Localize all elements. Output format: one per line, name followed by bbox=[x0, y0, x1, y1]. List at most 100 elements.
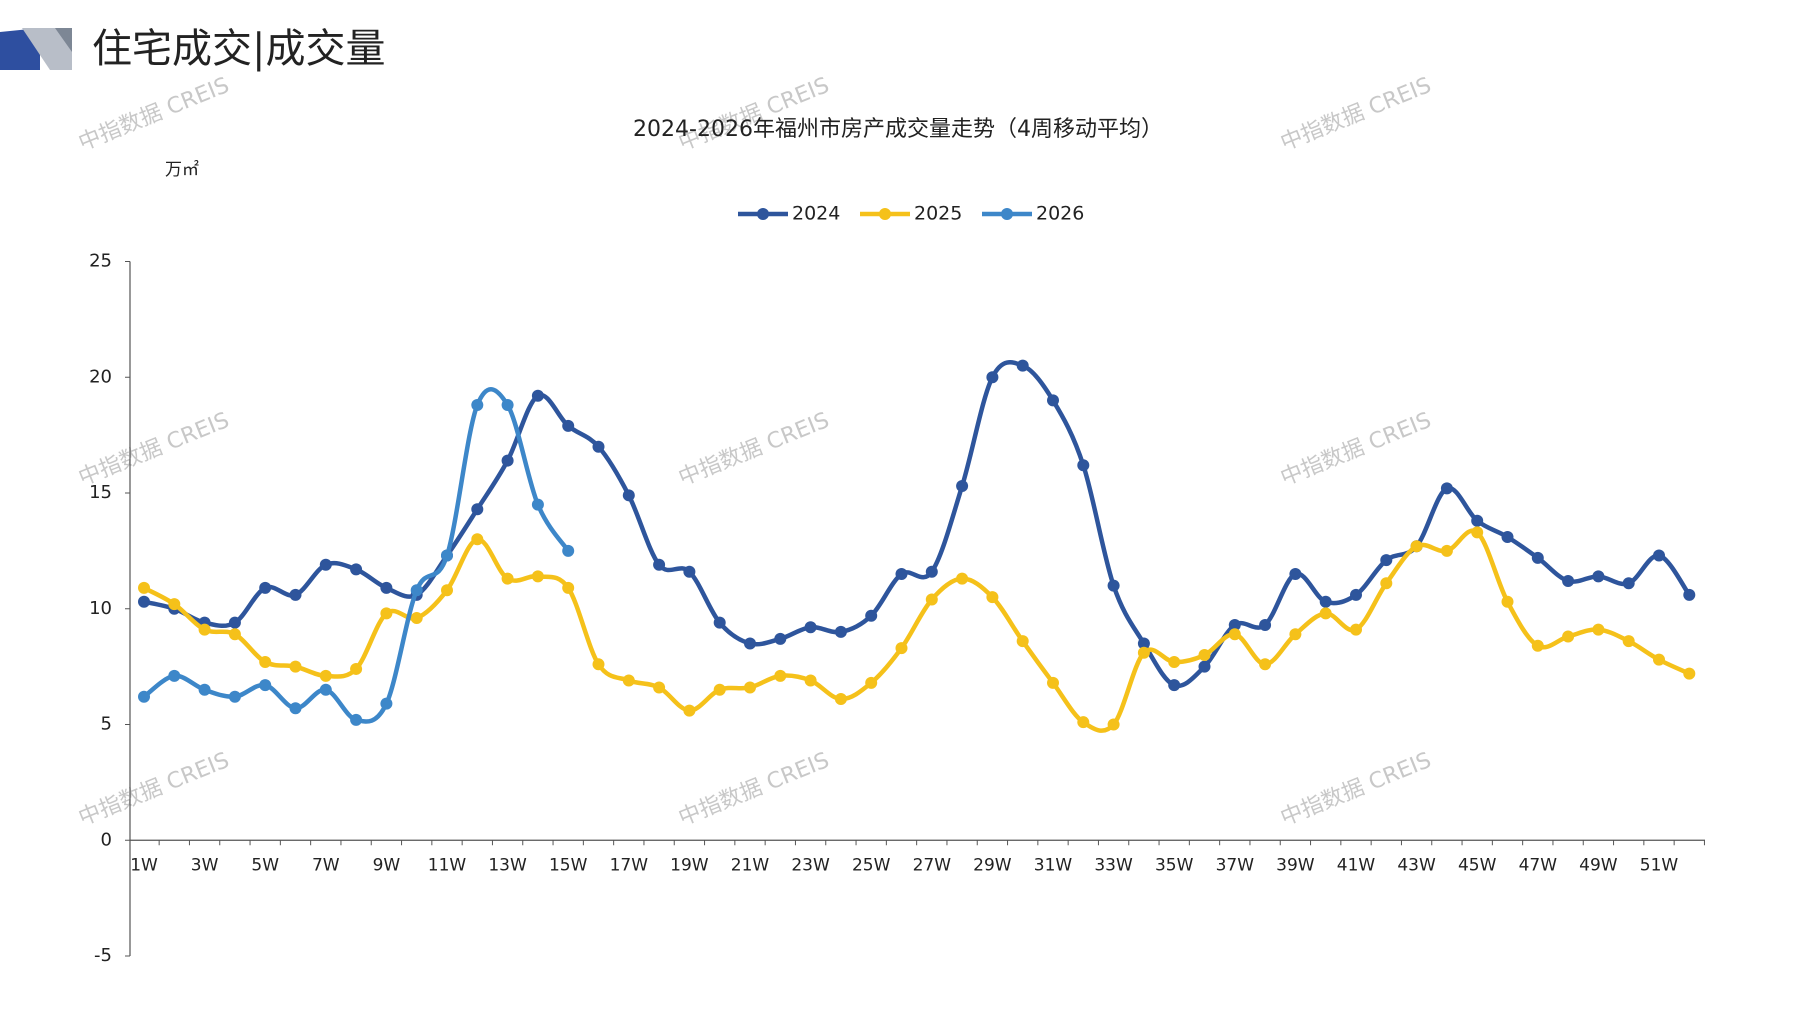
point bbox=[1683, 588, 1696, 601]
watermark: 中指数据 CREIS bbox=[675, 73, 833, 156]
point bbox=[592, 440, 605, 453]
point bbox=[531, 498, 544, 511]
point bbox=[1653, 653, 1665, 666]
point bbox=[986, 591, 999, 604]
point bbox=[865, 609, 878, 622]
x-tick-label: 23W bbox=[791, 855, 830, 875]
y-tick-label: 15 bbox=[89, 482, 112, 503]
point bbox=[1259, 658, 1272, 671]
chart-title: 2024-2026年福州市房产成交量走势（4周移动平均） bbox=[633, 117, 1163, 142]
y-tick-label: -5 bbox=[94, 945, 112, 966]
point bbox=[653, 681, 666, 694]
point bbox=[531, 570, 544, 583]
point bbox=[1440, 482, 1453, 495]
point bbox=[380, 607, 393, 620]
watermark: 中指数据 CREIS bbox=[675, 408, 833, 491]
point bbox=[1471, 526, 1484, 539]
x-tick-label: 7W bbox=[312, 855, 340, 875]
watermark: 中指数据 CREIS bbox=[1277, 408, 1435, 491]
legend-label: 2025 bbox=[914, 203, 962, 225]
point bbox=[138, 595, 150, 608]
watermarks: 中指数据 CREIS 中指数据 CREIS 中指数据 CREIS 中指数据 CREIS… bbox=[75, 73, 1435, 831]
point bbox=[319, 558, 332, 571]
x-tick-label: 21W bbox=[731, 855, 770, 875]
point bbox=[289, 588, 302, 601]
point bbox=[1107, 579, 1120, 592]
point bbox=[1198, 660, 1211, 673]
point bbox=[834, 693, 847, 706]
point bbox=[1168, 679, 1181, 692]
series-line bbox=[142, 528, 1691, 733]
point bbox=[774, 669, 787, 682]
point bbox=[259, 655, 272, 668]
point bbox=[228, 628, 241, 641]
x-tick-label: 1W bbox=[130, 855, 158, 875]
point bbox=[622, 674, 635, 687]
point bbox=[380, 581, 393, 594]
x-tick-label: 19W bbox=[670, 855, 709, 875]
header-icon bbox=[22, 28, 72, 70]
x-tick-label: 47W bbox=[1519, 855, 1558, 875]
watermark: 中指数据 CREIS bbox=[1277, 73, 1435, 156]
point bbox=[228, 616, 241, 629]
point bbox=[1350, 623, 1362, 636]
point bbox=[501, 572, 514, 585]
legend-marker bbox=[879, 208, 891, 220]
point bbox=[1107, 718, 1120, 731]
series bbox=[138, 526, 1696, 733]
watermark: 中指数据 CREIS bbox=[1277, 748, 1435, 831]
point bbox=[1653, 549, 1665, 562]
point bbox=[350, 563, 363, 576]
series-line bbox=[143, 360, 1692, 689]
point bbox=[1683, 667, 1696, 680]
x-tick-label: 39W bbox=[1276, 855, 1315, 875]
x-tick-label: 49W bbox=[1579, 855, 1618, 875]
point bbox=[1531, 551, 1544, 564]
point bbox=[380, 697, 393, 710]
point bbox=[683, 704, 696, 717]
point bbox=[501, 454, 514, 467]
point bbox=[1380, 554, 1393, 567]
point bbox=[1047, 394, 1059, 407]
point bbox=[592, 658, 605, 671]
point bbox=[410, 612, 423, 625]
x-tick-label: 45W bbox=[1458, 855, 1497, 875]
point bbox=[1319, 607, 1332, 620]
point bbox=[1016, 359, 1029, 372]
x-tick-label: 31W bbox=[1034, 855, 1073, 875]
y-axis-label: 万㎡ bbox=[165, 160, 199, 180]
y-tick-label: 5 bbox=[101, 714, 112, 735]
point bbox=[1531, 639, 1544, 652]
x-tick-label: 17W bbox=[610, 855, 649, 875]
point bbox=[1562, 630, 1575, 643]
point bbox=[562, 581, 575, 594]
legend-marker bbox=[1001, 208, 1013, 220]
legend-marker bbox=[757, 208, 769, 220]
point bbox=[228, 690, 241, 703]
point bbox=[1380, 577, 1393, 590]
point bbox=[1592, 570, 1605, 583]
point bbox=[1622, 577, 1635, 590]
point bbox=[956, 480, 969, 493]
point bbox=[1259, 618, 1272, 631]
point bbox=[259, 581, 272, 594]
point bbox=[168, 598, 181, 611]
point bbox=[1228, 618, 1241, 631]
point bbox=[1501, 595, 1514, 608]
x-tick-label: 25W bbox=[852, 855, 891, 875]
x-tick-label: 51W bbox=[1640, 855, 1679, 875]
watermark: 中指数据 CREIS bbox=[75, 748, 233, 831]
series-line bbox=[142, 387, 571, 724]
point bbox=[1289, 568, 1302, 581]
point bbox=[986, 371, 999, 384]
x-tick-label: 29W bbox=[973, 855, 1012, 875]
point bbox=[319, 669, 332, 682]
point bbox=[562, 419, 575, 432]
point bbox=[1471, 514, 1484, 527]
series bbox=[138, 387, 575, 726]
point bbox=[1501, 530, 1514, 543]
y-tick-label: 0 bbox=[101, 829, 112, 850]
point bbox=[1137, 646, 1150, 659]
point bbox=[1319, 595, 1332, 608]
